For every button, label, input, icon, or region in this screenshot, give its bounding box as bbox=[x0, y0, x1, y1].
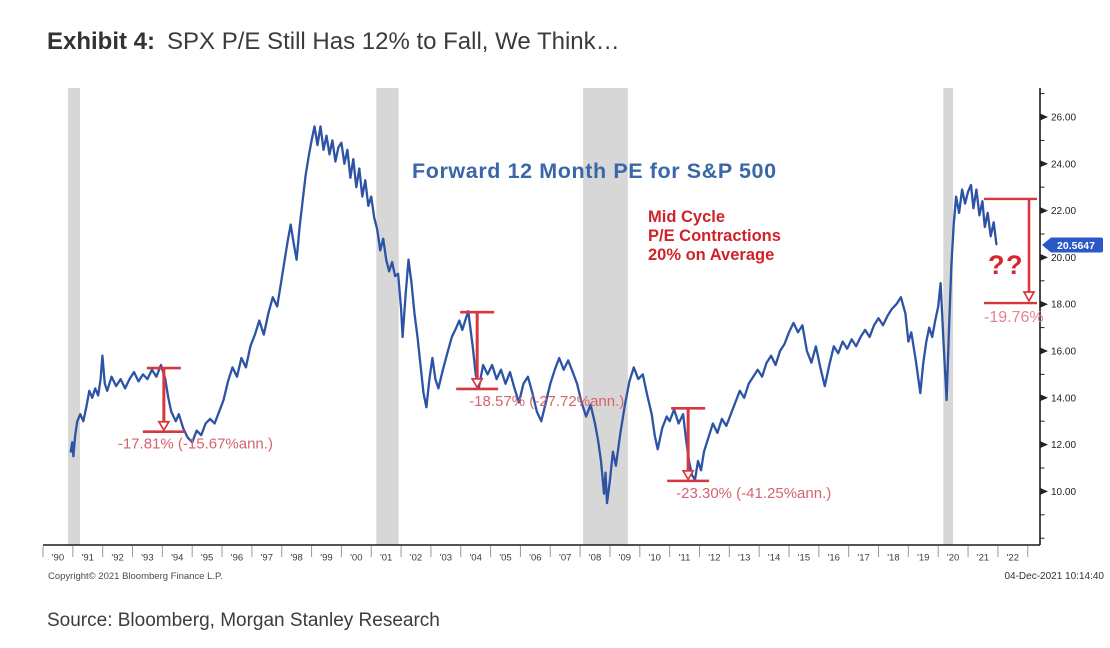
x-axis-label: '90 bbox=[52, 553, 64, 564]
x-axis-label: '12 bbox=[708, 553, 720, 564]
x-axis-label: '92 bbox=[111, 553, 123, 564]
drawdown-label: -18.57% (-27.72%ann.) bbox=[469, 393, 624, 410]
last-value-badge-text: 20.5647 bbox=[1057, 240, 1095, 252]
mid-cycle-note: Mid Cycle P/E Contractions 20% on Averag… bbox=[648, 208, 781, 264]
drawdown-label: -23.30% (-41.25%ann.) bbox=[676, 485, 831, 502]
x-axis-label: '10 bbox=[649, 553, 661, 564]
y-axis-label: 14.00 bbox=[1051, 393, 1076, 404]
drawdown-arrowhead bbox=[157, 420, 171, 432]
y-axis-label: 24.00 bbox=[1051, 159, 1076, 170]
recession-band bbox=[376, 88, 399, 545]
timestamp: 04-Dec-2021 10:14:40 bbox=[1004, 571, 1104, 582]
y-axis-label: 10.00 bbox=[1051, 487, 1076, 498]
y-axis-label: 18.00 bbox=[1051, 300, 1076, 311]
recession-band bbox=[943, 88, 954, 545]
exhibit-title: Exhibit 4: SPX P/E Still Has 12% to Fall,… bbox=[47, 28, 620, 56]
y-axis-label: 16.00 bbox=[1051, 347, 1076, 358]
drawdown-annotation: -18.57% (-27.72%ann.) bbox=[456, 310, 624, 410]
note-line-2: P/E Contractions bbox=[648, 227, 781, 245]
y-axis-tick bbox=[1040, 487, 1048, 495]
x-axis-label: '04 bbox=[469, 553, 481, 564]
recession-band bbox=[583, 88, 628, 545]
drawdown-annotation: -17.81% (-15.67%ann.) bbox=[118, 366, 273, 453]
x-axis-label: '14 bbox=[768, 553, 780, 564]
x-axis-label: '21 bbox=[977, 553, 989, 564]
drawdown-annotation: -23.30% (-41.25%ann.) bbox=[667, 407, 831, 502]
x-axis-label: '94 bbox=[171, 553, 183, 564]
x-axis-label: '00 bbox=[350, 553, 362, 564]
y-axis-label: 20.00 bbox=[1051, 253, 1076, 264]
x-axis-label: '17 bbox=[857, 553, 869, 564]
x-axis-label: '05 bbox=[499, 553, 511, 564]
drawdown-arrowhead bbox=[470, 378, 484, 390]
x-axis-label: '13 bbox=[738, 553, 750, 564]
x-axis-label: '18 bbox=[887, 553, 899, 564]
pe-chart: 26.00 24.00 22.00 20.00 18.00 16.00 14.00 12.00… bbox=[42, 88, 1104, 582]
x-axis-label: '16 bbox=[828, 553, 840, 564]
x-axis-label: '08 bbox=[589, 553, 601, 564]
x-axis-label: '19 bbox=[917, 553, 929, 564]
x-axis-label: '99 bbox=[320, 553, 332, 564]
x-axis-label: '06 bbox=[529, 553, 541, 564]
y-axis-tick bbox=[1040, 347, 1048, 355]
x-axis-label: '22 bbox=[1007, 553, 1019, 564]
pe-line-series bbox=[69, 125, 998, 505]
x-axis-label: '97 bbox=[261, 553, 273, 564]
x-axis-label: '01 bbox=[380, 553, 392, 564]
y-axis-tick bbox=[1040, 207, 1048, 215]
note-line-3: 20% on Average bbox=[648, 246, 774, 264]
axes: 26.00 24.00 22.00 20.00 18.00 16.00 14.00 12.00… bbox=[42, 88, 1076, 564]
copyright: Copyright© 2021 Bloomberg Finance L.P. bbox=[48, 571, 223, 582]
y-axis-tick bbox=[1040, 441, 1048, 449]
x-axis-label: '11 bbox=[679, 553, 691, 564]
recession-bands bbox=[68, 88, 954, 545]
x-axis-label: '20 bbox=[947, 553, 959, 564]
exhibit-title-text: SPX P/E Still Has 12% to Fall, We Think… bbox=[167, 28, 620, 55]
y-axis-label: 26.00 bbox=[1051, 113, 1076, 124]
chart-title: Forward 12 Month PE for S&P 500 bbox=[412, 159, 777, 183]
x-axis-label: '02 bbox=[410, 553, 422, 564]
y-axis-label: 22.00 bbox=[1051, 206, 1076, 217]
x-axis-label: '91 bbox=[82, 553, 94, 564]
y-axis-tick bbox=[1040, 253, 1048, 261]
y-axis-tick bbox=[1040, 300, 1048, 308]
projection-arrowhead bbox=[1022, 291, 1036, 303]
note-line-1: Mid Cycle bbox=[648, 208, 725, 226]
projection-annotation: ?? -19.76% bbox=[984, 197, 1044, 326]
source-line: Source: Bloomberg, Morgan Stanley Resear… bbox=[47, 610, 440, 631]
drawdown-label: -17.81% (-15.67%ann.) bbox=[118, 436, 273, 453]
x-axis-label: '09 bbox=[619, 553, 631, 564]
last-value-badge: 20.5647 bbox=[1042, 237, 1103, 253]
y-axis-label: 12.00 bbox=[1051, 440, 1076, 451]
last-value-badge-shape bbox=[1042, 237, 1103, 253]
x-axis-label: '03 bbox=[440, 553, 452, 564]
x-axis-label: '95 bbox=[201, 553, 213, 564]
question-marks: ?? bbox=[988, 250, 1024, 280]
drawdown-annotations: -17.81% (-15.67%ann.) -18.57% (-27.72%ann… bbox=[118, 310, 831, 502]
exhibit-label: Exhibit 4: bbox=[47, 28, 156, 55]
y-axis-tick bbox=[1040, 160, 1048, 168]
y-axis-tick bbox=[1040, 394, 1048, 402]
x-axis-label: '15 bbox=[798, 553, 810, 564]
x-axis-label: '07 bbox=[559, 553, 571, 564]
projection-label: -19.76% bbox=[984, 309, 1044, 326]
x-axis-label: '93 bbox=[141, 553, 153, 564]
drawdown-arrowhead bbox=[681, 470, 695, 482]
y-axis-tick bbox=[1040, 113, 1048, 121]
x-axis-label: '96 bbox=[231, 553, 243, 564]
recession-band bbox=[68, 88, 81, 545]
x-axis-label: '98 bbox=[290, 553, 302, 564]
